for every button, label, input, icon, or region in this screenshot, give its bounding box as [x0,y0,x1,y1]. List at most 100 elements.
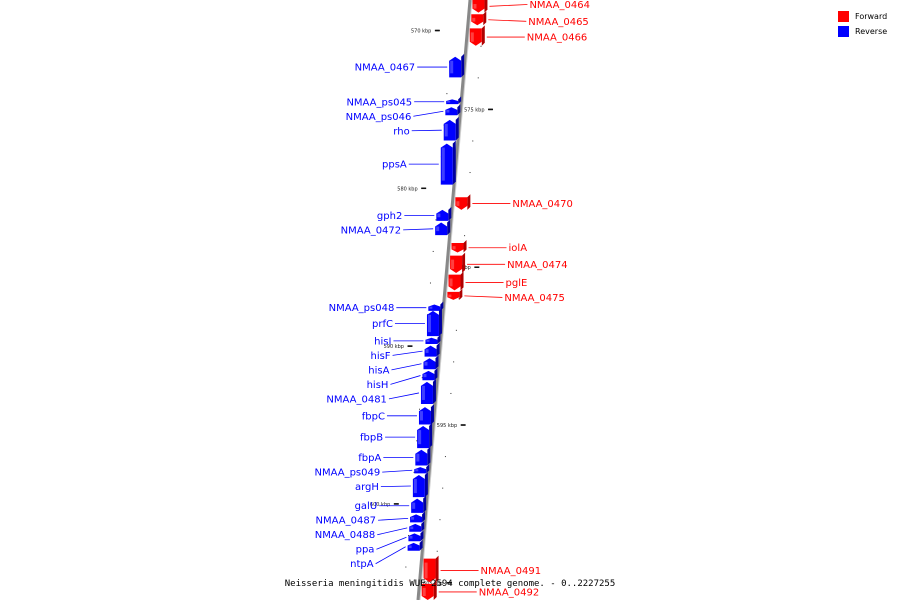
gene-rho[interactable] [443,116,459,141]
legend-item-reverse: Reverse [838,24,887,39]
gene-block-side [436,342,440,357]
gene-block-side [433,580,437,600]
gene-ppa[interactable] [408,530,424,542]
tick-label: 580 kbp [397,186,417,192]
leader-line [377,527,408,536]
gene-label[interactable]: NMAA_0464 [529,0,590,11]
gene-block-highlight [411,517,415,520]
gene-block-body [450,255,463,273]
gene-label[interactable]: hisF [370,351,390,362]
gene-block-highlight [446,109,450,113]
gene-fbpa[interactable] [415,446,431,466]
gene-block-highlight [419,411,423,421]
gene-label[interactable]: iolA [509,243,528,254]
gene-nmaa-0475[interactable] [447,288,463,300]
gene-nmaa-0465[interactable] [471,11,487,26]
gene-label[interactable]: pglE [506,278,528,289]
gene-label[interactable]: hisH [367,380,389,391]
gene-block-body [448,274,461,291]
gene-nmaa-0470[interactable] [455,194,471,210]
gene-hisi[interactable] [425,334,441,345]
gene-block-highlight [473,4,477,9]
gene-label[interactable]: NMAA_0488 [315,530,376,541]
gene-hish[interactable] [422,367,438,381]
gene-nmaa-0491[interactable] [423,555,439,583]
gene-block-body [472,0,485,13]
gene-nmaa-0467[interactable] [449,53,465,78]
gene-label[interactable]: prfC [372,319,393,330]
gene-block-highlight [409,535,413,539]
gene-iola[interactable] [451,240,467,253]
tick-label: 595 kbp [437,423,457,429]
gene-nmaa-0464[interactable] [472,0,488,13]
tick-label: 570 kbp [411,29,431,35]
gene-block-side [483,11,487,26]
gene-galu[interactable] [411,495,427,513]
gene-block-highlight [451,259,455,269]
gene-label[interactable]: gph2 [377,211,402,222]
gene-label[interactable]: NMAA_ps048 [329,303,395,314]
gene-label[interactable]: hisA [368,365,389,376]
gene-label[interactable]: fbpB [360,433,383,444]
gene-label[interactable]: NMAA_0472 [341,225,402,236]
gene-nmaa-0488[interactable] [409,520,425,532]
gene-block-side [435,355,439,370]
gene-pgle[interactable] [448,271,464,291]
gene-label[interactable]: rho [393,126,409,137]
gene-nmaa-0466[interactable] [469,25,485,46]
gene-nmaa-0481[interactable] [420,378,436,404]
gene-label[interactable]: NMAA_0465 [528,17,589,28]
gene-label[interactable]: galU [355,501,378,512]
gene-label[interactable]: ppa [356,545,375,556]
gene-block-body [410,514,423,523]
gene-fbpb[interactable] [417,423,433,449]
gene-block-highlight [450,60,454,74]
legend-label-reverse: Reverse [855,27,888,36]
gene-nmaa-0487[interactable] [410,511,426,523]
gene-block-side [430,404,434,425]
gene-ppsa[interactable] [440,140,456,185]
legend-item-forward: Forward [838,9,887,24]
gene-nmaa-0474[interactable] [450,252,466,273]
gene-label[interactable]: argH [355,482,379,493]
gene-nmaa-ps046[interactable] [445,104,461,116]
gene-hisa[interactable] [423,355,439,370]
gene-label[interactable]: hisI [374,336,391,347]
gene-block-side [434,367,438,381]
gene-nmaa-ps045[interactable] [446,96,462,105]
gene-label[interactable]: NMAA_0470 [512,199,573,210]
genome-backbone [416,0,472,600]
gene-label[interactable]: fbpC [362,411,385,422]
gene-label[interactable]: NMAA_0474 [507,260,568,271]
gene-label[interactable]: NMAA_0466 [527,33,588,44]
gene-block-body [425,337,438,345]
gene-block-highlight [421,385,425,400]
gene-label[interactable]: NMAA_0481 [326,394,387,405]
gene-hisf[interactable] [424,342,440,357]
gene-label[interactable]: ppsA [382,160,407,171]
gene-label[interactable]: fbpA [358,453,381,464]
gene-nmaa-0492[interactable] [421,580,437,600]
gene-label[interactable]: ntpA [350,559,374,570]
gene-nmaa-ps049[interactable] [414,464,430,474]
gene-block-body [409,523,422,532]
gene-ntpa[interactable] [407,539,423,551]
gene-argh[interactable] [412,471,428,498]
gene-label[interactable]: NMAA_ps045 [346,97,412,108]
gene-label[interactable]: NMAA_0492 [479,587,540,598]
gene-label[interactable]: NMAA_ps046 [346,112,412,123]
gene-nmaa-0472[interactable] [435,219,451,236]
gene-block-side [437,334,441,345]
gene-label[interactable]: NMAA_ps049 [315,468,381,479]
gene-nmaa-ps048[interactable] [428,301,444,311]
gene-label[interactable]: NMAA_0475 [504,293,565,304]
gene-fbpc[interactable] [418,404,434,425]
gene-label[interactable]: NMAA_0487 [316,516,377,527]
gene-gph2[interactable] [436,206,452,221]
gene-block-body [436,209,449,221]
gene-label[interactable]: NMAA_0467 [355,63,416,74]
gene-label[interactable]: NMAA_0491 [481,566,542,577]
gene-block-side [426,464,430,474]
gene-prfc[interactable] [426,307,442,337]
